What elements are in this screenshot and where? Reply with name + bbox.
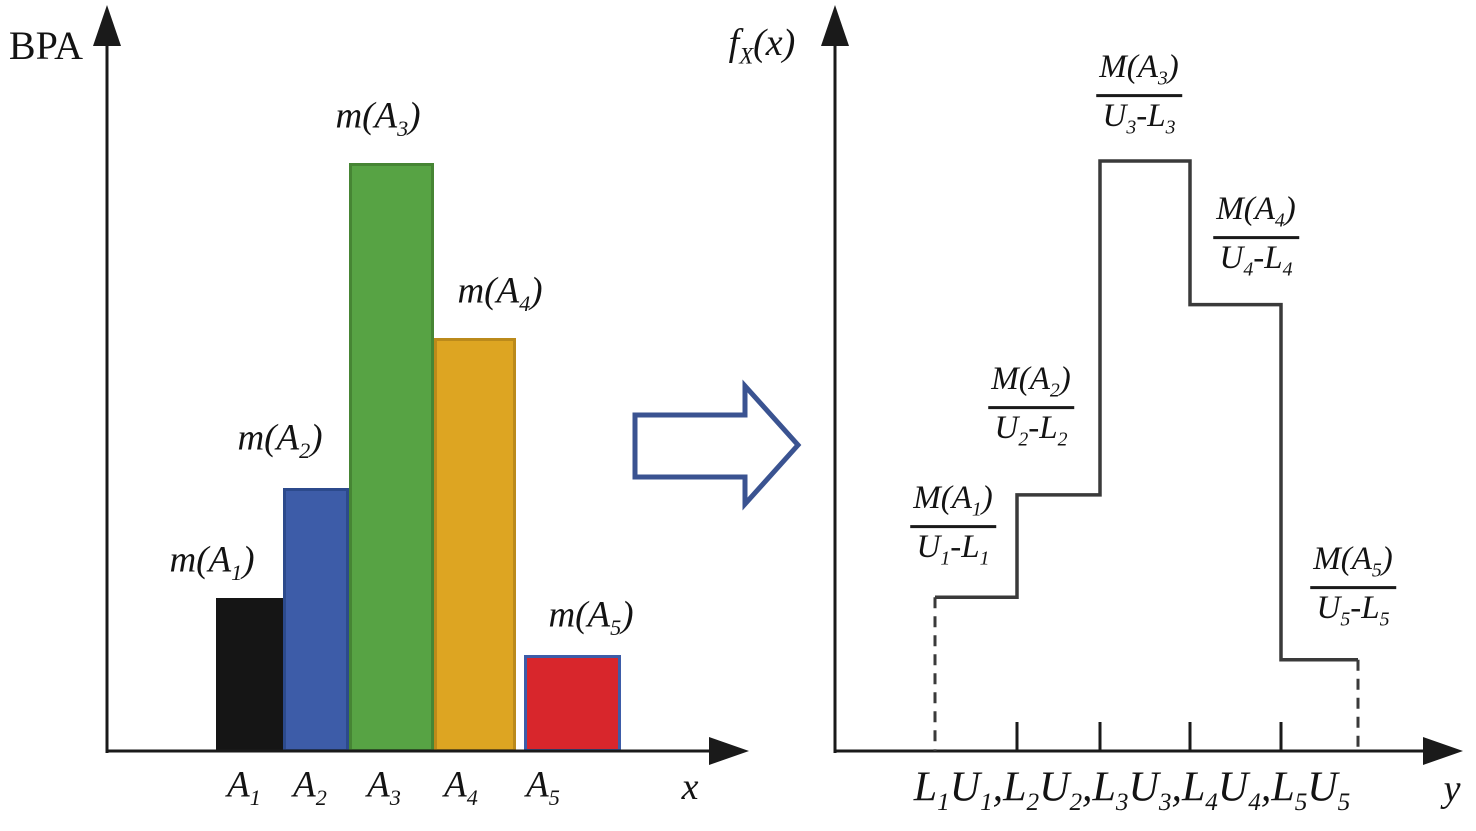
- x-axis-ticks: [1015, 722, 1283, 751]
- density-label-a5-denominator: U5-L5: [1316, 590, 1390, 632]
- x-tick-a5: A5: [526, 764, 560, 811]
- right-x-tick-labels: L1U1,L2U2,L3U3,L4U4,L5U5: [913, 764, 1351, 817]
- bar-label-m-a2: m(A2): [237, 417, 323, 464]
- left-y-axis-title: BPA: [8, 23, 84, 68]
- transformation-arrow-icon: [632, 379, 802, 511]
- bar-label-m-a4: m(A4): [457, 270, 543, 317]
- density-label-a2: M(A2) U2-L2: [988, 361, 1074, 451]
- density-label-a4-numerator: M(A4): [1213, 191, 1299, 240]
- right-y-axis-title: fX(x): [728, 21, 796, 69]
- density-label-a5-numerator: M(A5): [1310, 541, 1396, 590]
- bar-label-m-a3: m(A3): [335, 95, 421, 142]
- density-label-a2-denominator: U2-L2: [994, 410, 1068, 452]
- density-label-a3-denominator: U3-L3: [1102, 98, 1176, 140]
- left-x-axis-title: x: [681, 766, 699, 808]
- density-label-a2-numerator: M(A2): [988, 361, 1074, 410]
- bar-a4: [434, 338, 516, 752]
- density-step-curve: [935, 159, 1358, 662]
- density-label-a3-numerator: M(A3): [1096, 49, 1182, 98]
- density-label-a1: M(A1) U1-L1: [910, 480, 996, 570]
- left-x-axis-arrowhead: [709, 737, 749, 765]
- right-x-axis-arrowhead: [1423, 737, 1463, 765]
- right-y-axis-arrowhead: [821, 5, 849, 46]
- x-tick-a3: A3: [367, 764, 401, 811]
- x-tick-a1: A1: [227, 764, 261, 811]
- left-axes: [93, 5, 749, 765]
- bar-a1: [216, 598, 283, 752]
- density-label-a1-denominator: U1-L1: [916, 529, 990, 571]
- bar-label-m-a1: m(A1): [169, 539, 255, 586]
- bar-a2: [283, 488, 349, 752]
- left-y-axis-arrowhead: [93, 5, 121, 46]
- x-tick-a4: A4: [444, 764, 478, 811]
- density-label-a1-numerator: M(A1): [910, 480, 996, 529]
- density-label-a5: M(A5) U5-L5: [1310, 541, 1396, 631]
- x-tick-a2: A2: [293, 764, 327, 811]
- density-label-a3: M(A3) U3-L3: [1096, 49, 1182, 139]
- density-label-a4-denominator: U4-L4: [1219, 240, 1293, 282]
- bar-label-m-a5: m(A5): [548, 594, 634, 641]
- right-x-axis-title: y: [1443, 768, 1461, 810]
- density-label-a4: M(A4) U4-L4: [1213, 191, 1299, 281]
